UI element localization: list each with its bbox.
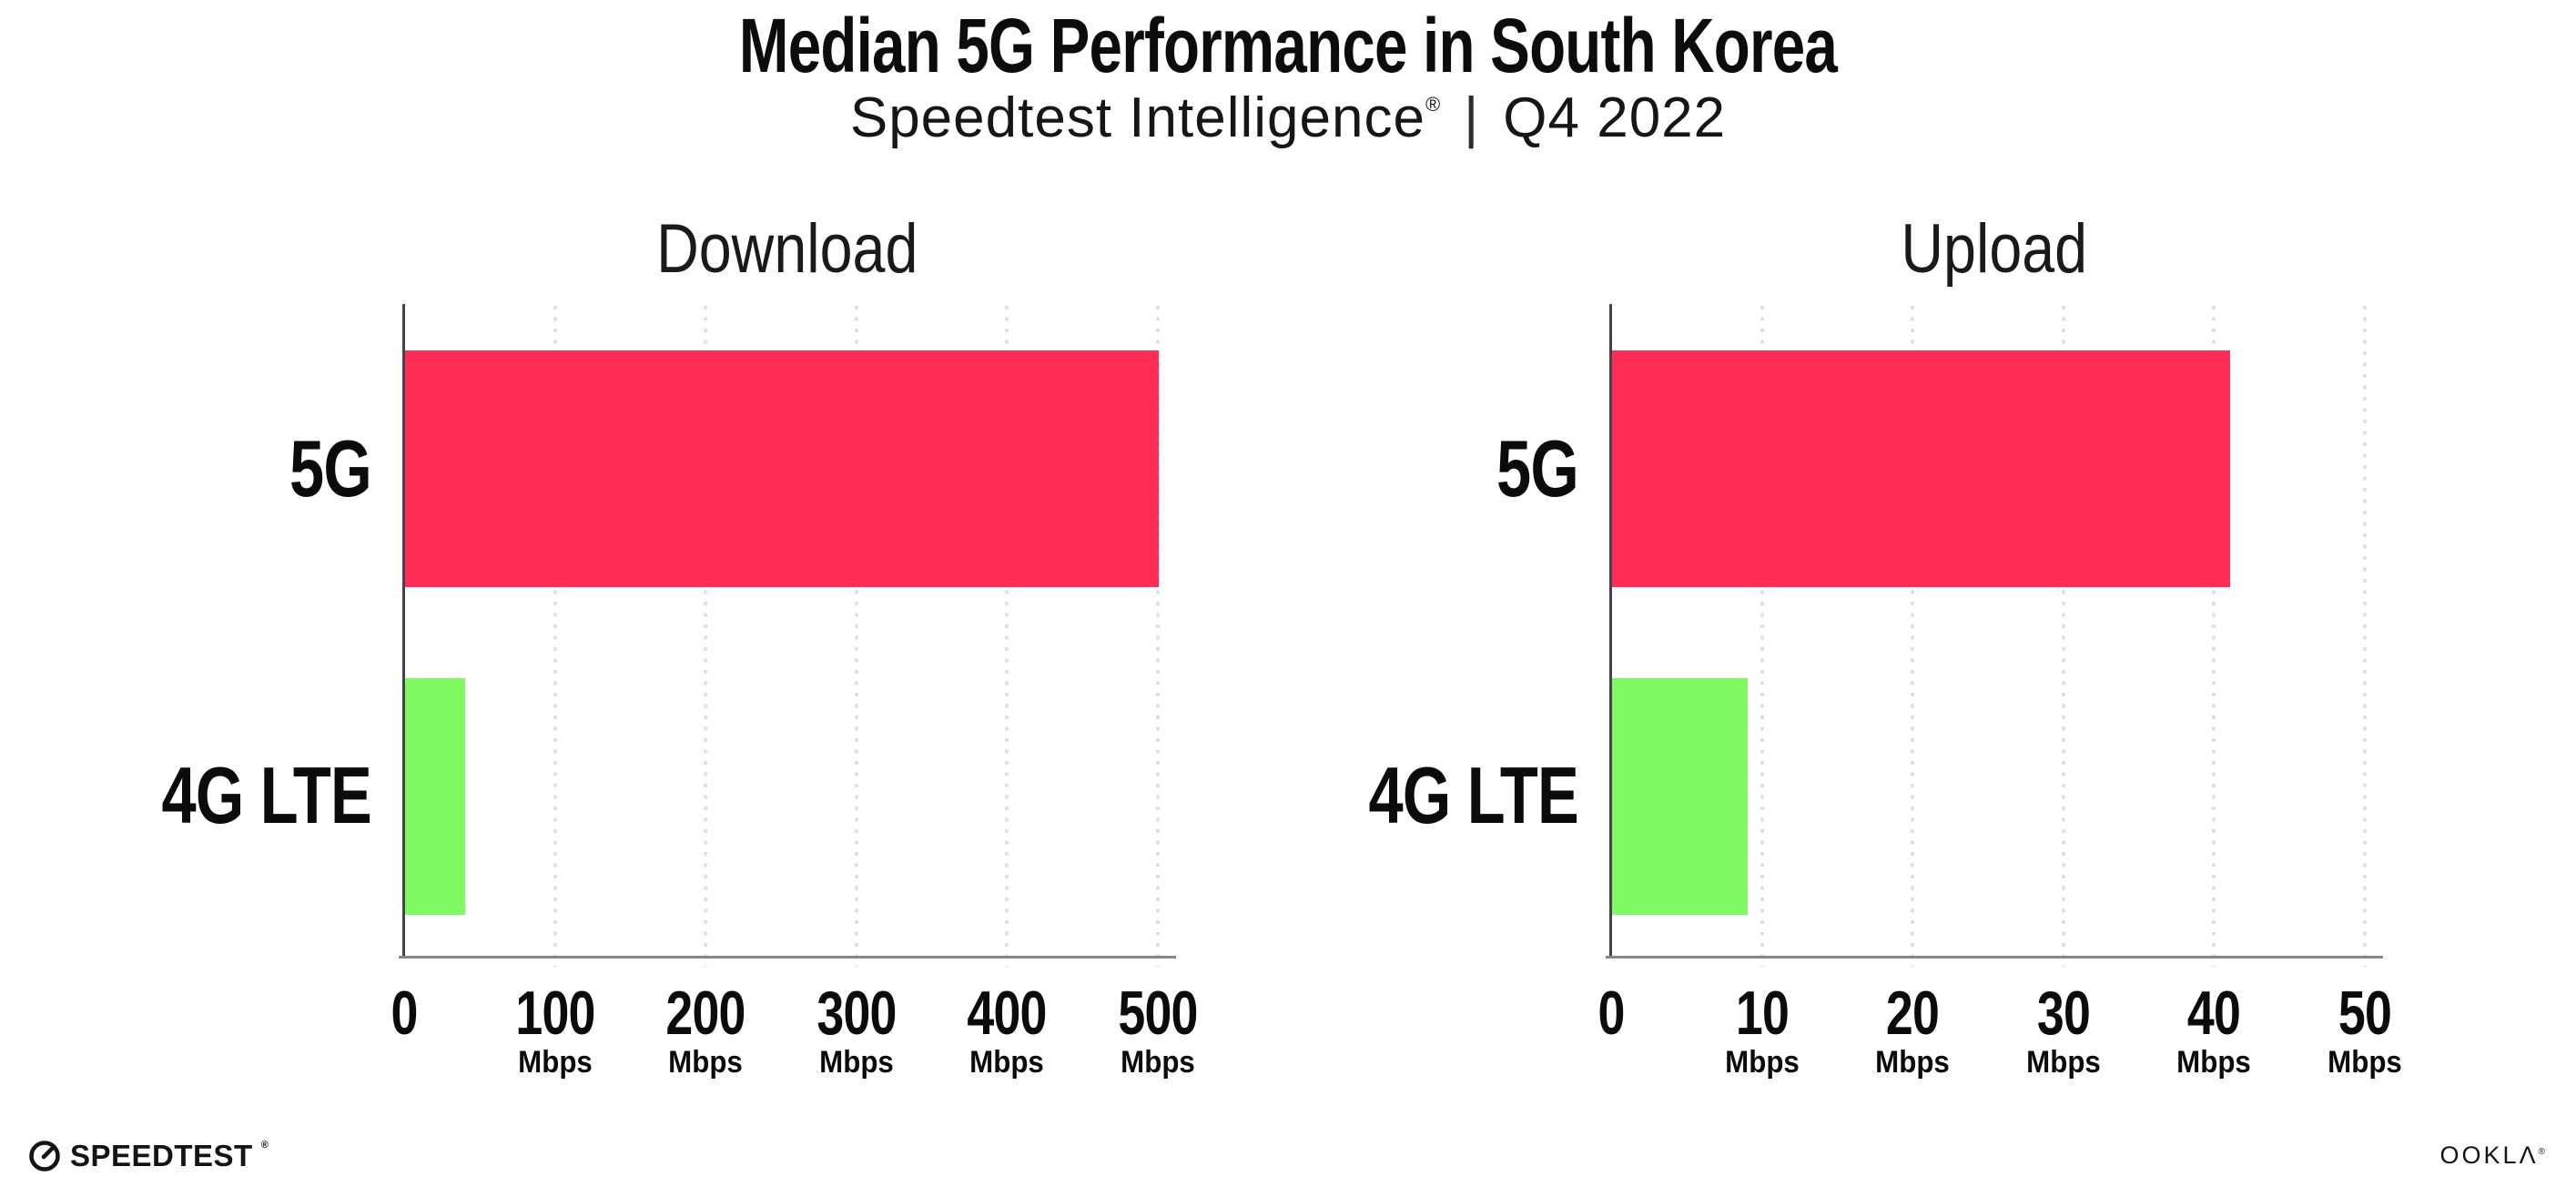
tick-unit-label-download: Mbps — [517, 1045, 593, 1080]
tick-unit-label-upload: Mbps — [1875, 1045, 1950, 1080]
tick-label-400-download: 400 Mbps — [907, 979, 1107, 1080]
page-subtitle: Speedtest Intelligence® | Q4 2022 — [0, 86, 2576, 150]
tick-value-0-download: 0 — [390, 979, 418, 1048]
bar-5g-upload — [1612, 350, 2230, 587]
category-label-5g-upload: 5G — [1496, 423, 1579, 513]
subtitle-period: Q4 2022 — [1503, 86, 1727, 149]
tick-label-20-upload: 20 Mbps — [1812, 979, 2013, 1080]
chart-upload: Upload 5G 4G LTE 0 10 Mbps 20 Mbps 30 Mbps 40 Mbps 5… — [1368, 210, 2401, 1078]
speedtest-wordmark: SPEEDTEST — [70, 1139, 253, 1172]
tick-value-20-upload: 20 — [1885, 979, 1940, 1048]
chart-title-upload: Upload — [1901, 210, 2088, 288]
bar-4g-lte-upload — [1612, 678, 1748, 915]
ookla-logo: OOKLΛ® — [2440, 1141, 2545, 1170]
gridline-100-download — [553, 306, 557, 967]
gridline-300-download — [854, 306, 858, 967]
tick-value-50-upload: 50 — [2338, 979, 2391, 1048]
category-label-4g-lte-download: 4G LTE — [161, 750, 371, 840]
gridline-400-download — [1005, 306, 1009, 967]
tick-label-0-download: 0 — [304, 979, 504, 1048]
page-title: Median 5G Performance in South Korea — [738, 3, 1838, 88]
tick-unit-label-upload: Mbps — [1724, 1045, 1800, 1080]
registered-trademark-icon: ® — [1425, 93, 1441, 116]
tick-label-500-download: 500 Mbps — [1058, 979, 1258, 1080]
tick-label-40-upload: 40 Mbps — [2114, 979, 2314, 1080]
gridline-10-upload — [1760, 306, 1764, 967]
tick-value-100-download: 100 — [514, 979, 595, 1048]
tick-label-50-upload: 50 Mbps — [2265, 979, 2465, 1080]
x-axis-line-download — [399, 956, 1176, 959]
bar-5g-download — [405, 350, 1159, 587]
category-label-5g-download: 5G — [289, 423, 372, 513]
speedtest-gauge-icon — [27, 1139, 62, 1173]
gridline-200-download — [704, 306, 707, 967]
gridline-30-upload — [2061, 306, 2065, 967]
chart-download: Download 5G 4G LTE 0 100 Mbps 200 Mbps 300 Mbps 40… — [161, 210, 1197, 1078]
speedtest-logo: SPEEDTEST ® — [27, 1139, 269, 1173]
tick-value-40-upload: 40 — [2186, 979, 2241, 1048]
y-axis-spine-download — [402, 304, 405, 959]
x-axis-line-upload — [1606, 956, 2383, 959]
tick-label-10-upload: 10 Mbps — [1662, 979, 1862, 1080]
category-label-4g-lte-upload: 4G LTE — [1368, 750, 1578, 840]
tick-label-200-download: 200 Mbps — [605, 979, 806, 1080]
ookla-wordmark: OOKLΛ — [2439, 1141, 2539, 1169]
tick-unit-label-download: Mbps — [818, 1045, 894, 1080]
tick-value-400-download: 400 — [967, 979, 1047, 1048]
tick-unit-label-upload: Mbps — [2025, 1045, 2101, 1080]
tick-value-500-download: 500 — [1117, 979, 1198, 1048]
tick-value-200-download: 200 — [665, 979, 745, 1048]
gridline-40-upload — [2212, 306, 2216, 967]
tick-label-300-download: 300 Mbps — [756, 979, 957, 1080]
gridline-500-download — [1155, 306, 1160, 967]
speedtest-registered-icon: ® — [260, 1140, 269, 1151]
tick-value-30-upload: 30 — [2036, 979, 2090, 1048]
tick-unit-label-upload: Mbps — [2176, 1045, 2251, 1080]
tick-value-10-upload: 10 — [1735, 979, 1789, 1048]
bar-4g-lte-download — [405, 678, 465, 915]
ookla-registered-icon: ® — [2538, 1147, 2545, 1157]
subtitle-separator: | — [1464, 86, 1480, 149]
tick-value-300-download: 300 — [816, 979, 897, 1048]
gridline-50-upload — [2362, 306, 2367, 967]
tick-unit-label-upload: Mbps — [2327, 1045, 2402, 1080]
gridline-20-upload — [1911, 306, 1914, 967]
tick-label-30-upload: 30 Mbps — [1963, 979, 2164, 1080]
tick-value-0-upload: 0 — [1597, 979, 1625, 1048]
y-axis-spine-upload — [1609, 304, 1612, 959]
subtitle-brand: Speedtest Intelligence — [849, 86, 1425, 149]
tick-label-100-download: 100 Mbps — [455, 979, 655, 1080]
tick-unit-label-download: Mbps — [1120, 1045, 1195, 1080]
tick-label-0-upload: 0 — [1511, 979, 1711, 1048]
chart-title-download: Download — [656, 210, 918, 288]
tick-unit-label-download: Mbps — [668, 1045, 743, 1080]
tick-unit-label-download: Mbps — [969, 1045, 1044, 1080]
